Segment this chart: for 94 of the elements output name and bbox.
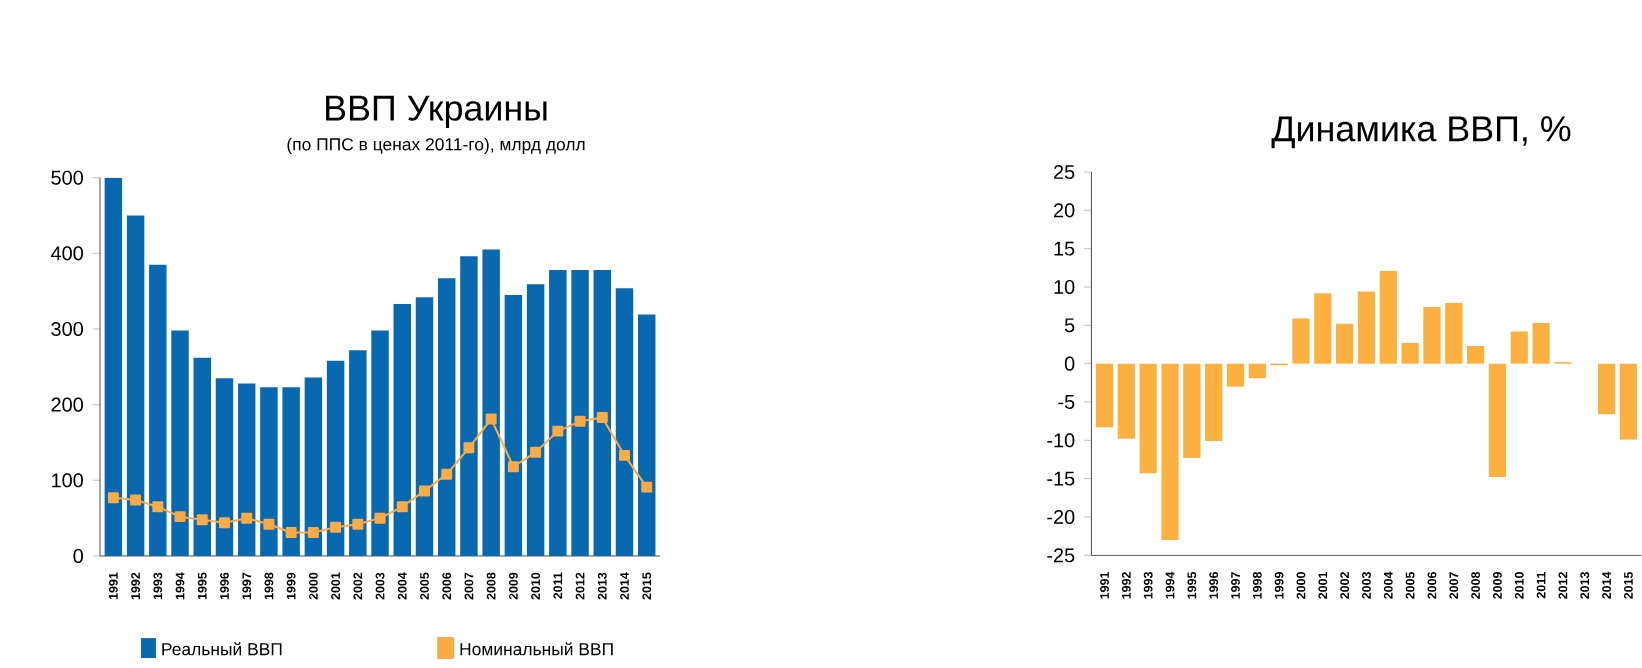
bar <box>1161 363 1179 540</box>
point <box>507 460 519 472</box>
bar <box>149 264 167 556</box>
bar <box>393 303 411 556</box>
bar <box>482 249 500 556</box>
point <box>574 415 586 427</box>
y-tick-label: 20 <box>1054 202 1075 217</box>
point <box>196 513 208 525</box>
bar <box>615 287 634 556</box>
point <box>352 518 364 530</box>
y-tick-label: 5 <box>1064 317 1075 332</box>
y-tick-label: 100 <box>52 472 83 487</box>
legend-label: Реальный ВВП <box>162 641 282 655</box>
point <box>174 510 186 522</box>
legend-label: Номинальный ВВП <box>460 641 613 655</box>
point <box>463 441 475 453</box>
bar <box>282 386 300 556</box>
point <box>596 411 608 423</box>
point <box>530 446 542 458</box>
chart-title: Динамика ВВП, % <box>1271 115 1571 148</box>
point <box>107 491 119 503</box>
bar <box>504 294 523 556</box>
bar <box>1205 363 1223 441</box>
y-tick-label: -25 <box>1047 547 1075 562</box>
bar <box>1379 270 1397 364</box>
bar <box>1292 318 1310 364</box>
bar <box>1619 363 1637 440</box>
point <box>285 526 297 538</box>
bar <box>1597 363 1616 414</box>
bar <box>415 296 434 556</box>
bar <box>304 377 323 556</box>
bar <box>1423 306 1441 364</box>
y-tick-label: -5 <box>1058 394 1075 409</box>
bar <box>260 386 278 556</box>
bar <box>1095 363 1114 427</box>
y-tick-label: -15 <box>1047 471 1075 486</box>
bar <box>1336 323 1354 364</box>
bar <box>104 177 123 556</box>
point <box>219 516 230 528</box>
point <box>330 521 342 533</box>
point <box>485 413 497 425</box>
bar <box>460 255 478 556</box>
bar <box>1445 302 1463 364</box>
y-tick-label: 200 <box>51 397 83 412</box>
y-tick-label: 300 <box>51 321 83 336</box>
bar <box>126 215 145 556</box>
chart-title: ВВП Украины <box>326 95 547 128</box>
bar <box>1488 363 1507 477</box>
y-tick-label: -20 <box>1047 509 1075 524</box>
bar <box>1357 291 1376 364</box>
bar <box>326 360 345 556</box>
bar <box>1532 322 1550 364</box>
point <box>263 518 275 530</box>
bar <box>593 269 611 556</box>
y-tick-label: 10 <box>1054 279 1075 294</box>
point <box>441 468 453 480</box>
point <box>130 494 142 506</box>
y-tick-label: -10 <box>1047 432 1075 447</box>
point <box>641 481 653 493</box>
point <box>552 425 564 437</box>
bar <box>349 349 367 556</box>
bar <box>193 357 211 556</box>
bar <box>1467 345 1485 364</box>
point <box>619 449 630 461</box>
bar <box>1139 363 1157 473</box>
point <box>396 500 408 512</box>
bar <box>1117 363 1135 439</box>
bar <box>237 383 256 556</box>
y-tick-label: 0 <box>73 548 83 563</box>
y-tick-label: 25 <box>1054 164 1075 179</box>
bar <box>1510 331 1528 364</box>
y-tick-label: 400 <box>51 245 83 260</box>
y-tick-label: 500 <box>51 170 83 185</box>
bar <box>571 269 589 556</box>
y-tick-label: 15 <box>1054 241 1075 256</box>
point <box>241 512 253 524</box>
point <box>307 526 319 538</box>
point <box>419 485 430 496</box>
bar <box>637 314 656 556</box>
y-tick-label: 0 <box>1064 356 1075 371</box>
bar <box>1183 363 1201 458</box>
bar <box>437 277 456 556</box>
chart-subtitle: (по ППС в ценах 2011-го), млрд долл <box>287 137 585 154</box>
bar <box>1401 342 1419 364</box>
point <box>374 512 386 524</box>
point <box>152 500 164 512</box>
bar <box>1248 363 1266 378</box>
bar <box>215 377 234 556</box>
bar <box>1314 292 1332 364</box>
bar <box>371 330 389 556</box>
bar <box>171 330 189 556</box>
bar <box>1226 363 1245 387</box>
bar <box>526 283 545 556</box>
bar <box>549 269 567 556</box>
